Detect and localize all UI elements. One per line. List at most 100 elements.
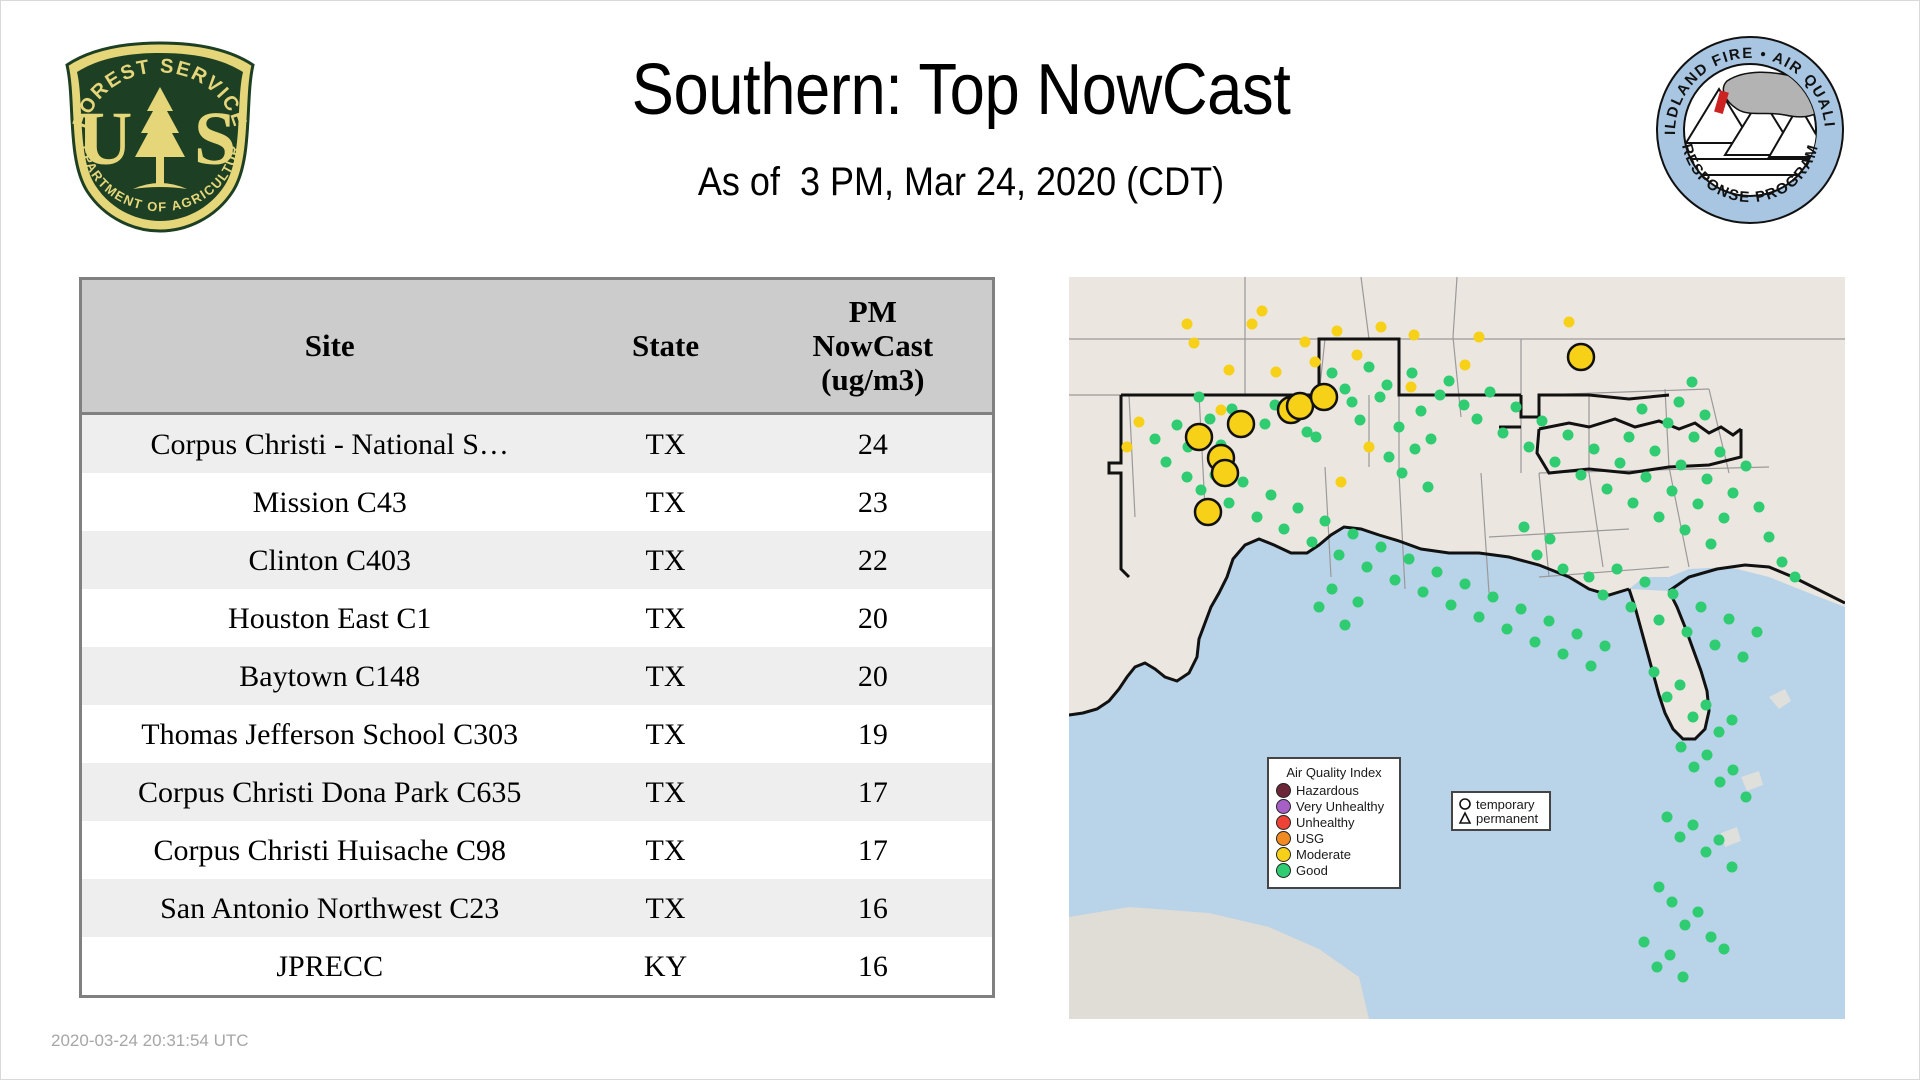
monitor-dot-good[interactable] — [1726, 861, 1738, 873]
monitor-dot-moderate[interactable] — [1188, 337, 1200, 349]
table-row[interactable]: Clinton C403 TX 22 — [82, 531, 992, 589]
monitor-dot-moderate[interactable] — [1405, 381, 1417, 393]
column-header-state[interactable]: State — [577, 280, 754, 415]
monitor-dot-top-site[interactable] — [1566, 342, 1596, 372]
monitor-dot-good[interactable] — [1484, 386, 1496, 398]
monitor-dot-good[interactable] — [1681, 626, 1693, 638]
monitor-dot-good[interactable] — [1636, 403, 1648, 415]
monitor-dot-good[interactable] — [1627, 497, 1639, 509]
monitor-dot-good[interactable] — [1352, 596, 1364, 608]
monitor-dot-good[interactable] — [1374, 391, 1386, 403]
monitor-dot-moderate[interactable] — [1223, 364, 1235, 376]
monitor-dot-good[interactable] — [1727, 487, 1739, 499]
monitor-dot-moderate[interactable] — [1563, 316, 1575, 328]
monitor-dot-good[interactable] — [1695, 601, 1707, 613]
monitor-dot-good[interactable] — [1347, 528, 1359, 540]
monitor-dot-good[interactable] — [1406, 367, 1418, 379]
monitor-dot-good[interactable] — [1319, 515, 1331, 527]
monitor-dot-good[interactable] — [1361, 561, 1373, 573]
monitor-dot-top-site[interactable] — [1184, 422, 1214, 452]
monitor-dot-good[interactable] — [1396, 467, 1408, 479]
table-row[interactable]: Mission C43 TX 23 — [82, 473, 992, 531]
monitor-dot-good[interactable] — [1415, 405, 1427, 417]
monitor-dot-good[interactable] — [1675, 459, 1687, 471]
table-row[interactable]: JPRECC KY 16 — [82, 937, 992, 995]
monitor-dot-good[interactable] — [1326, 583, 1338, 595]
monitor-dot-good[interactable] — [1714, 776, 1726, 788]
table-row[interactable]: Houston East C1 TX 20 — [82, 589, 992, 647]
monitor-dot-good[interactable] — [1529, 636, 1541, 648]
monitor-dot-good[interactable] — [1718, 943, 1730, 955]
monitor-dot-good[interactable] — [1687, 711, 1699, 723]
monitor-dot-good[interactable] — [1674, 679, 1686, 691]
monitor-dot-moderate[interactable] — [1408, 329, 1420, 341]
southern-region-monitor-map[interactable]: Air Quality Index Hazardous Very Unhealth… — [1069, 277, 1845, 1019]
monitor-dot-good[interactable] — [1515, 603, 1527, 615]
monitor-dot-good[interactable] — [1776, 556, 1788, 568]
monitor-dot-good[interactable] — [1688, 761, 1700, 773]
monitor-dot-good[interactable] — [1667, 588, 1679, 600]
monitor-dot-good[interactable] — [1557, 648, 1569, 660]
monitor-dot-good[interactable] — [1740, 460, 1752, 472]
monitor-dot-good[interactable] — [1403, 553, 1415, 565]
monitor-dot-good[interactable] — [1326, 367, 1338, 379]
monitor-dot-good[interactable] — [1383, 451, 1395, 463]
monitor-dot-good[interactable] — [1653, 881, 1665, 893]
monitor-dot-good[interactable] — [1339, 383, 1351, 395]
monitor-dot-good[interactable] — [1661, 691, 1673, 703]
monitor-dot-moderate[interactable] — [1181, 318, 1193, 330]
table-row[interactable]: Corpus Christi - National S… TX 24 — [82, 413, 992, 473]
monitor-dot-good[interactable] — [1339, 619, 1351, 631]
monitor-dot-good[interactable] — [1487, 591, 1499, 603]
monitor-dot-good[interactable] — [1648, 666, 1660, 678]
monitor-dot-good[interactable] — [1259, 418, 1271, 430]
monitor-dot-good[interactable] — [1278, 523, 1290, 535]
monitor-dot-good[interactable] — [1673, 396, 1685, 408]
monitor-dot-good[interactable] — [1149, 433, 1161, 445]
monitor-dot-moderate[interactable] — [1246, 318, 1258, 330]
monitor-dot-good[interactable] — [1611, 563, 1623, 575]
monitor-dot-good[interactable] — [1562, 429, 1574, 441]
monitor-dot-good[interactable] — [1651, 961, 1663, 973]
monitor-dot-good[interactable] — [1471, 413, 1483, 425]
monitor-dot-good[interactable] — [1789, 571, 1801, 583]
column-header-pm-nowcast[interactable]: PM NowCast (ug/m3) — [753, 280, 992, 415]
monitor-dot-good[interactable] — [1714, 446, 1726, 458]
monitor-dot-good[interactable] — [1557, 563, 1569, 575]
monitor-dot-good[interactable] — [1459, 578, 1471, 590]
monitor-dot-good[interactable] — [1751, 626, 1763, 638]
monitor-dot-good[interactable] — [1674, 831, 1686, 843]
monitor-dot-good[interactable] — [1313, 601, 1325, 613]
monitor-dot-good[interactable] — [1713, 726, 1725, 738]
monitor-dot-top-site[interactable] — [1285, 391, 1315, 421]
monitor-dot-good[interactable] — [1700, 846, 1712, 858]
monitor-dot-good[interactable] — [1709, 639, 1721, 651]
monitor-dot-good[interactable] — [1599, 640, 1611, 652]
monitor-dot-good[interactable] — [1677, 971, 1689, 983]
monitor-dot-good[interactable] — [1181, 471, 1193, 483]
monitor-dot-good[interactable] — [1375, 541, 1387, 553]
monitor-dot-good[interactable] — [1727, 764, 1739, 776]
monitor-dot-good[interactable] — [1301, 426, 1313, 438]
monitor-dot-good[interactable] — [1585, 660, 1597, 672]
monitor-dot-good[interactable] — [1389, 574, 1401, 586]
monitor-dot-good[interactable] — [1686, 376, 1698, 388]
monitor-dot-good[interactable] — [1473, 611, 1485, 623]
monitor-dot-good[interactable] — [1393, 421, 1405, 433]
monitor-dot-good[interactable] — [1740, 791, 1752, 803]
monitor-dot-good[interactable] — [1417, 586, 1429, 598]
monitor-dot-good[interactable] — [1705, 931, 1717, 943]
monitor-dot-good[interactable] — [1639, 576, 1651, 588]
monitor-dot-good[interactable] — [1638, 936, 1650, 948]
monitor-dot-good[interactable] — [1625, 601, 1637, 613]
monitor-dot-good[interactable] — [1536, 415, 1548, 427]
monitor-dot-good[interactable] — [1363, 361, 1375, 373]
monitor-dot-good[interactable] — [1575, 469, 1587, 481]
monitor-dot-good[interactable] — [1649, 445, 1661, 457]
monitor-dot-moderate[interactable] — [1299, 336, 1311, 348]
monitor-dot-moderate[interactable] — [1459, 359, 1471, 371]
monitor-dot-good[interactable] — [1195, 484, 1207, 496]
monitor-dot-good[interactable] — [1614, 457, 1626, 469]
monitor-dot-moderate[interactable] — [1121, 441, 1133, 453]
monitor-dot-good[interactable] — [1662, 417, 1674, 429]
